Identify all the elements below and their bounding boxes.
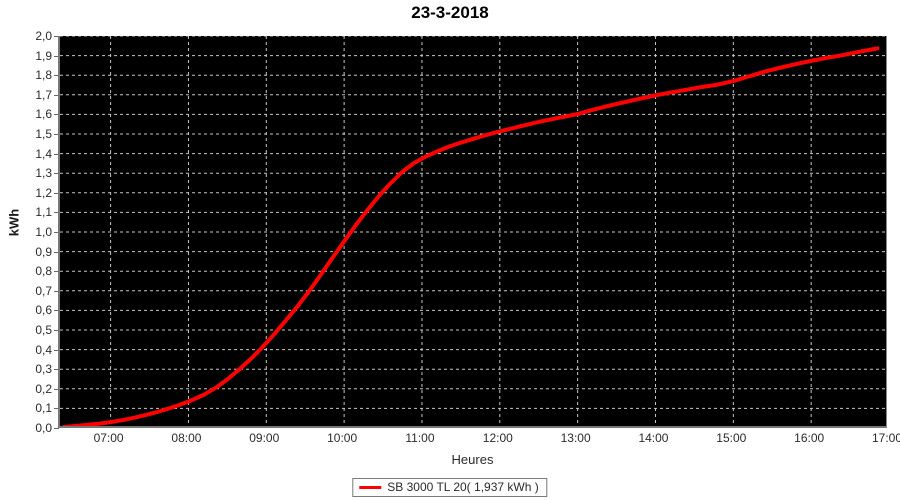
legend-entry-label: SB 3000 TL 20( 1,937 kWh ) <box>387 480 539 494</box>
y-axis-tick-label: 1,9 <box>35 48 52 63</box>
x-axis-tick-label: 15:00 <box>716 431 747 445</box>
y-axis-tick-mark <box>54 75 59 77</box>
y-axis-tick-label: 0,3 <box>35 362 52 377</box>
y-axis-tick-label: 0,6 <box>35 303 52 318</box>
y-axis-tick-mark <box>54 212 59 214</box>
x-axis-tick-label: 14:00 <box>638 431 669 445</box>
y-axis-tick-label: 0,5 <box>35 323 52 337</box>
x-axis-tick-label: 12:00 <box>482 431 513 445</box>
y-axis-tick-mark <box>54 330 59 331</box>
x-axis-tick-label: 17:00 <box>871 431 900 445</box>
y-axis-tick-label: 0,1 <box>35 401 52 416</box>
y-axis-tick-mark <box>54 153 59 155</box>
x-axis-tick-label: 09:00 <box>249 431 280 445</box>
y-axis-tick-label: 1,6 <box>35 107 52 122</box>
y-axis-tick-label: 1,1 <box>35 205 52 220</box>
y-axis-tick-label: 0,2 <box>35 381 52 396</box>
y-axis-tick-label: 1,7 <box>35 87 52 102</box>
y-axis-tick-label: 1,2 <box>35 185 52 200</box>
y-axis-tick-mark <box>54 173 59 175</box>
series-line-sb3000tl20 <box>62 46 880 426</box>
legend-line-swatch-icon <box>359 485 382 489</box>
plot-svg <box>60 36 886 426</box>
y-axis-tick-label: 2,0 <box>35 29 52 43</box>
x-axis-tick-label: 11:00 <box>405 431 435 445</box>
y-axis-tick-mark <box>54 388 59 390</box>
x-axis-tick-label: 08:00 <box>171 431 202 445</box>
y-axis-tick-label: 0,4 <box>35 342 52 357</box>
y-axis-tick-mark <box>54 369 59 371</box>
y-axis-tick-mark <box>54 349 59 351</box>
y-axis-tick-mark <box>54 134 59 135</box>
x-axis-title: Heures <box>451 452 494 467</box>
y-axis-tick-mark <box>54 290 59 292</box>
horizontal-gridlines <box>60 36 886 409</box>
y-axis-tick-mark <box>54 36 59 37</box>
y-axis-tick-mark <box>54 55 59 57</box>
chart-title: 23-3-2018 <box>411 3 489 22</box>
x-axis-tick-label: 07:00 <box>93 431 124 445</box>
y-axis-tick-mark <box>54 251 59 253</box>
y-axis-tick-label: 1,0 <box>35 225 52 239</box>
y-axis-tick-label: 0,0 <box>35 421 52 435</box>
y-axis-tick-mark <box>54 114 59 116</box>
vertical-gridlines <box>110 36 812 426</box>
y-axis-tick-label: 1,8 <box>35 68 52 83</box>
y-axis-tick-label: 1,5 <box>35 127 52 141</box>
chart-legend: SB 3000 TL 20( 1,937 kWh ) <box>352 478 548 497</box>
y-axis-tick-mark <box>54 94 59 96</box>
plot-area <box>58 36 887 428</box>
y-axis-tick-label: 0,8 <box>35 264 52 279</box>
x-axis-tick-label: 13:00 <box>560 431 591 445</box>
y-axis-tick-labels: 0,0 0,1 0,2 0,3 0,4 0,5 0,6 0,7 0,8 0,9 1,0 1,1 1,2 1… <box>0 0 59 500</box>
y-axis-tick-label: 1,3 <box>35 166 52 181</box>
y-axis-tick-mark <box>54 232 59 233</box>
y-axis-tick-mark <box>54 310 59 312</box>
y-axis-tick-mark <box>54 192 59 194</box>
y-axis-tick-label: 0,7 <box>35 283 52 298</box>
x-axis-tick-label: 10:00 <box>327 431 358 445</box>
x-axis-tick-label: 16:00 <box>794 431 825 445</box>
y-axis-tick-label: 0,9 <box>35 244 52 259</box>
y-axis-tick-mark <box>54 271 59 273</box>
y-axis-tick-label: 1,4 <box>35 146 52 161</box>
y-axis-tick-mark <box>54 428 59 429</box>
y-axis-tick-mark <box>54 408 59 410</box>
